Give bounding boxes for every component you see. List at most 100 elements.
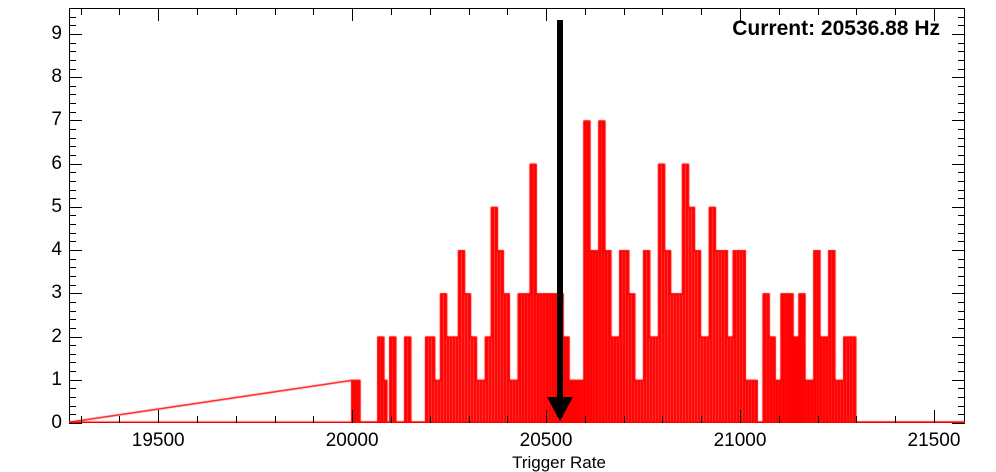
y-tick-minor-right <box>958 354 965 355</box>
y-tick-minor-right <box>958 51 965 52</box>
y-tick-minor-right <box>958 190 965 191</box>
x-tick-minor-top <box>430 8 431 15</box>
y-tick-minor <box>69 345 76 346</box>
y-tick-minor-right <box>958 259 965 260</box>
y-tick-minor <box>69 388 76 389</box>
x-tick-minor-top <box>856 8 857 15</box>
x-tick-minor <box>430 416 431 423</box>
y-tick-minor <box>69 371 76 372</box>
x-tick-minor <box>701 416 702 423</box>
y-tick-label: 5 <box>51 195 62 217</box>
y-tick-minor-right <box>958 328 965 329</box>
y-tick-minor-right <box>958 103 965 104</box>
y-tick-minor-right <box>958 43 965 44</box>
y-tick-major <box>69 293 82 294</box>
x-tick-minor-top <box>469 8 470 15</box>
y-tick-minor-right <box>958 112 965 113</box>
y-tick-minor <box>69 406 76 407</box>
y-tick-minor <box>69 69 76 70</box>
y-tick-minor-right <box>958 397 965 398</box>
y-tick-minor <box>69 224 76 225</box>
x-tick-minor <box>119 416 120 423</box>
y-tick-minor <box>69 215 76 216</box>
x-tick-label: 21500 <box>907 430 961 451</box>
x-tick-minor <box>585 416 586 423</box>
y-tick-minor <box>69 414 76 415</box>
y-tick-minor-right <box>958 129 965 130</box>
x-tick-minor-top <box>197 8 198 15</box>
x-tick-minor-top <box>779 8 780 15</box>
x-tick-major-top <box>934 8 935 21</box>
y-tick-minor-right <box>958 181 965 182</box>
x-tick-minor <box>275 416 276 423</box>
x-tick-major <box>546 410 547 423</box>
y-tick-major-right <box>952 337 965 338</box>
y-tick-minor-right <box>958 94 965 95</box>
x-tick-minor <box>391 416 392 423</box>
y-tick-major-right <box>952 34 965 35</box>
x-tick-minor-top <box>701 8 702 15</box>
y-tick-minor-right <box>958 345 965 346</box>
y-tick-minor <box>69 233 76 234</box>
x-tick-minor-top <box>895 8 896 15</box>
y-tick-minor <box>69 267 76 268</box>
y-tick-minor-right <box>958 69 965 70</box>
y-tick-minor <box>69 354 76 355</box>
x-tick-minor-top <box>624 8 625 15</box>
y-tick-major-right <box>952 120 965 121</box>
x-tick-minor <box>818 416 819 423</box>
x-tick-label: 20500 <box>519 430 573 451</box>
y-tick-major <box>69 337 82 338</box>
x-tick-minor-top <box>507 8 508 15</box>
x-tick-minor-top <box>275 8 276 15</box>
y-tick-major-right <box>952 77 965 78</box>
y-tick-minor <box>69 397 76 398</box>
y-tick-major-right <box>952 250 965 251</box>
y-tick-minor <box>69 51 76 52</box>
y-tick-minor-right <box>958 172 965 173</box>
x-tick-minor-top <box>236 8 237 15</box>
y-tick-minor <box>69 8 76 9</box>
y-tick-major <box>69 207 82 208</box>
y-tick-minor <box>69 94 76 95</box>
x-tick-major <box>934 410 935 423</box>
y-tick-minor-right <box>958 285 965 286</box>
y-tick-major-right <box>952 293 965 294</box>
x-tick-minor <box>197 416 198 423</box>
x-axis-title: Trigger Rate <box>512 453 606 472</box>
y-tick-minor <box>69 241 76 242</box>
y-tick-label: 4 <box>51 239 62 261</box>
y-tick-minor <box>69 60 76 61</box>
y-tick-major <box>69 77 82 78</box>
x-tick-major-top <box>158 8 159 21</box>
y-tick-minor-right <box>958 215 965 216</box>
y-tick-minor <box>69 198 76 199</box>
y-tick-minor <box>69 112 76 113</box>
y-tick-label: 2 <box>51 325 62 347</box>
x-tick-minor-top <box>313 8 314 15</box>
x-tick-minor <box>236 416 237 423</box>
x-tick-minor-top <box>818 8 819 15</box>
x-tick-major <box>352 410 353 423</box>
x-tick-major <box>740 410 741 423</box>
x-tick-label: 19500 <box>131 430 185 451</box>
x-tick-minor <box>779 416 780 423</box>
current-value-label: Current: 20536.88 Hz <box>732 17 940 40</box>
x-tick-minor-top <box>391 8 392 15</box>
y-tick-minor-right <box>958 388 965 389</box>
y-tick-minor-right <box>958 276 965 277</box>
current-marker-line <box>557 19 564 417</box>
y-tick-minor-right <box>958 86 965 87</box>
y-tick-minor <box>69 86 76 87</box>
y-tick-minor <box>69 103 76 104</box>
y-tick-minor <box>69 155 76 156</box>
y-tick-major-right <box>952 380 965 381</box>
y-tick-minor-right <box>958 146 965 147</box>
y-tick-major <box>69 423 82 424</box>
y-tick-minor-right <box>958 362 965 363</box>
y-tick-minor <box>69 276 76 277</box>
y-tick-label: 6 <box>51 152 62 174</box>
y-tick-label: 1 <box>51 368 62 390</box>
y-tick-label: 3 <box>51 282 62 304</box>
x-tick-minor <box>895 416 896 423</box>
